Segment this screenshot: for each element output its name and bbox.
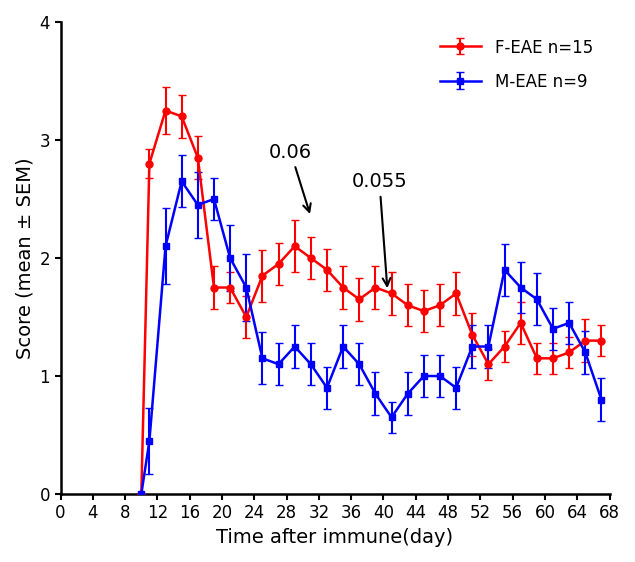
X-axis label: Time after immune(day): Time after immune(day) bbox=[217, 528, 453, 547]
Y-axis label: Score (mean ± SEM): Score (mean ± SEM) bbox=[15, 157, 34, 359]
Legend: F-EAE n=15, M-EAE n=9: F-EAE n=15, M-EAE n=9 bbox=[431, 30, 601, 99]
Text: 0.06: 0.06 bbox=[269, 143, 312, 212]
Text: 0.055: 0.055 bbox=[352, 172, 407, 286]
